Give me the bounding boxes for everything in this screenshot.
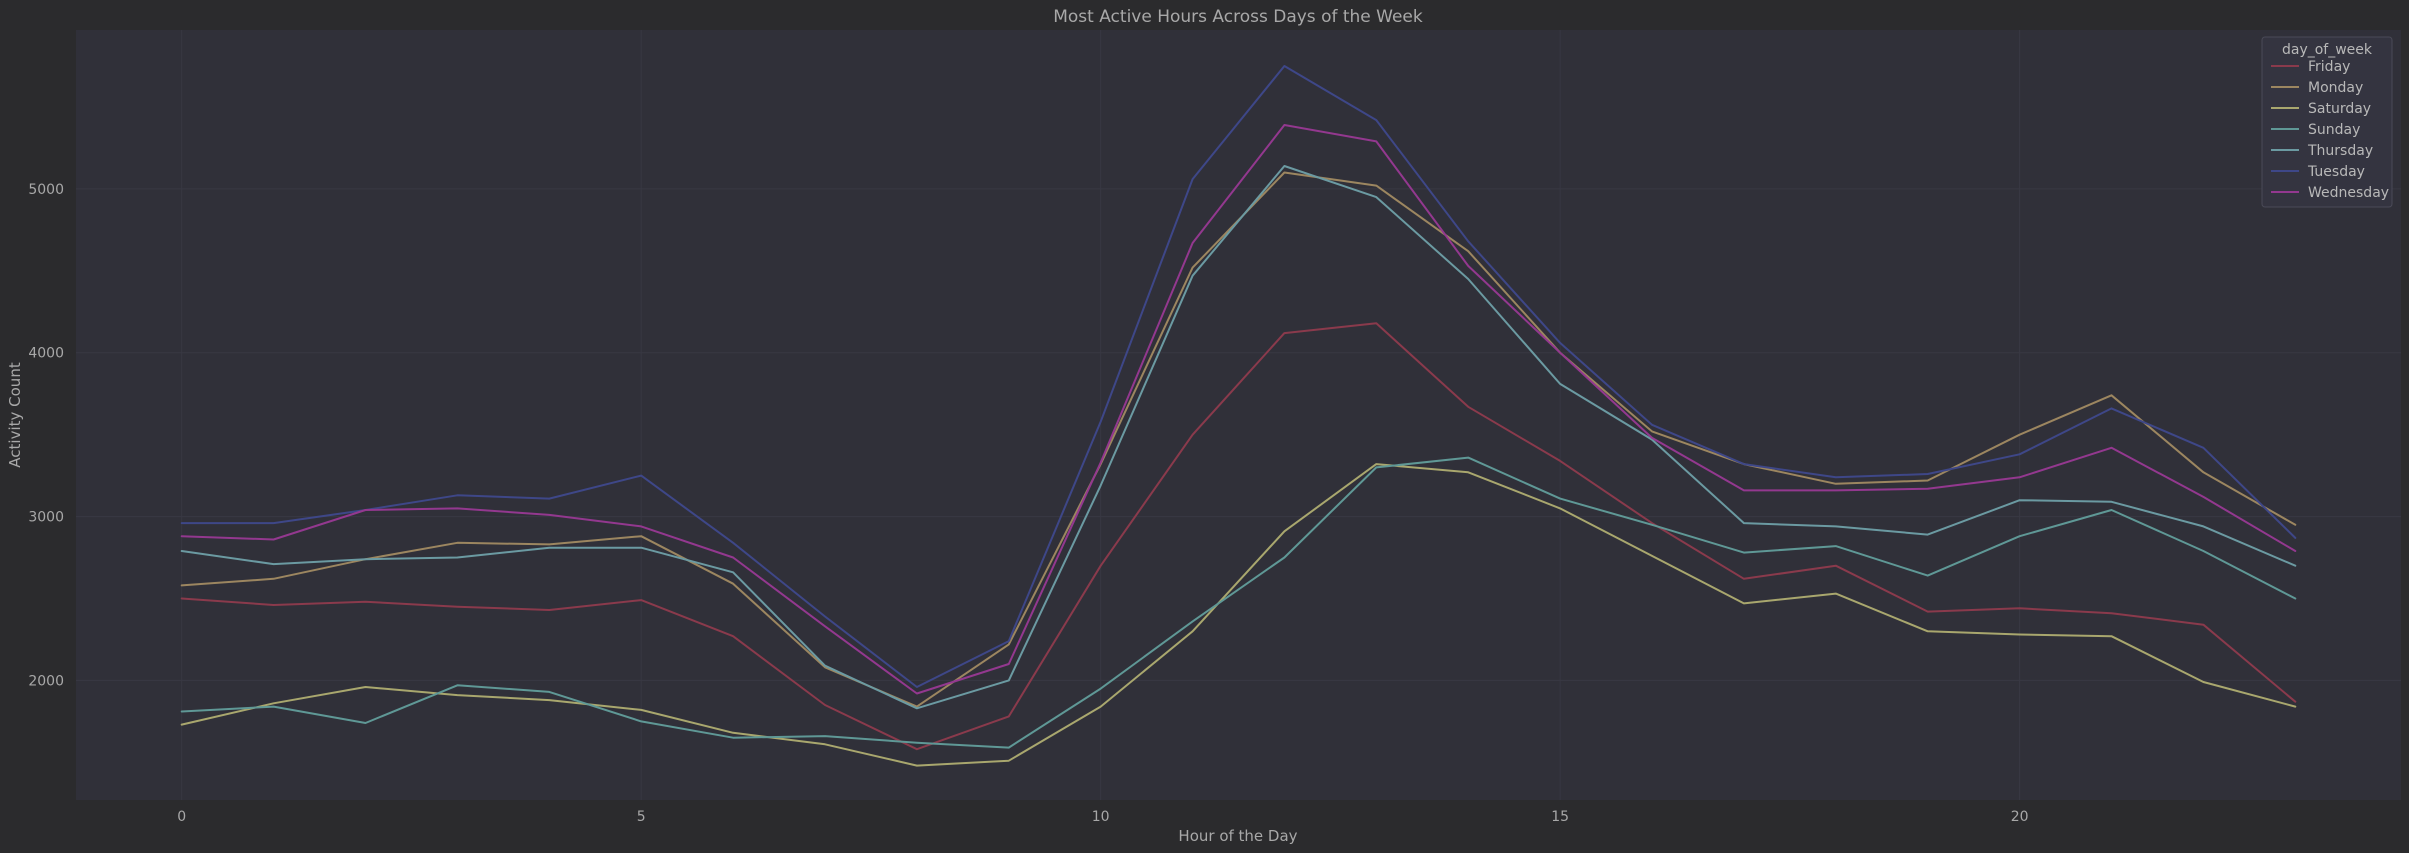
legend-items: Friday Monday Saturday Sunday Thursday Tuesda… [2271, 59, 2389, 201]
series-lines [180, 65, 2297, 767]
y-tick-label: 5000 [28, 182, 64, 198]
legend-label-thursday: Thursday [2307, 143, 2373, 159]
x-tick-label: 15 [1551, 809, 1569, 825]
series-line-thursday [180, 165, 2297, 710]
grid-lines [76, 30, 2401, 800]
legend-label-tuesday: Tuesday [2307, 164, 2365, 180]
legend-label-friday: Friday [2308, 59, 2350, 75]
x-tick-label: 20 [2011, 809, 2029, 825]
series-line-friday [180, 322, 2297, 751]
x-tick-label: 0 [177, 809, 186, 825]
series-line-saturday [180, 463, 2297, 767]
y-tick-label: 3000 [28, 510, 64, 526]
x-tick-label: 5 [637, 809, 646, 825]
y-tick-label: 4000 [28, 346, 64, 362]
legend-label-wednesday: Wednesday [2308, 185, 2389, 201]
x-axis-ticks: 0 5 10 15 20 [177, 809, 2028, 825]
legend-label-sunday: Sunday [2308, 122, 2360, 138]
series-line-sunday [180, 456, 2297, 749]
x-axis-label: Hour of the Day [1178, 827, 1297, 845]
legend-label-monday: Monday [2308, 80, 2363, 96]
series-line-wednesday [180, 124, 2297, 695]
y-axis-label: Activity Count [6, 362, 24, 468]
legend-box [2261, 36, 2393, 208]
legend: day_of_week Friday Monday Saturday Sunday Th… [2261, 36, 2393, 208]
y-tick-label: 2000 [28, 673, 64, 689]
x-tick-label: 10 [1092, 809, 1110, 825]
chart-title: Most Active Hours Across Days of the Wee… [1053, 7, 1423, 27]
legend-title: day_of_week [2282, 42, 2373, 58]
legend-label-saturday: Saturday [2308, 101, 2371, 117]
series-line-tuesday [180, 65, 2297, 688]
plot-area [76, 30, 2401, 800]
y-axis-ticks: 2000 3000 4000 5000 [28, 182, 64, 689]
